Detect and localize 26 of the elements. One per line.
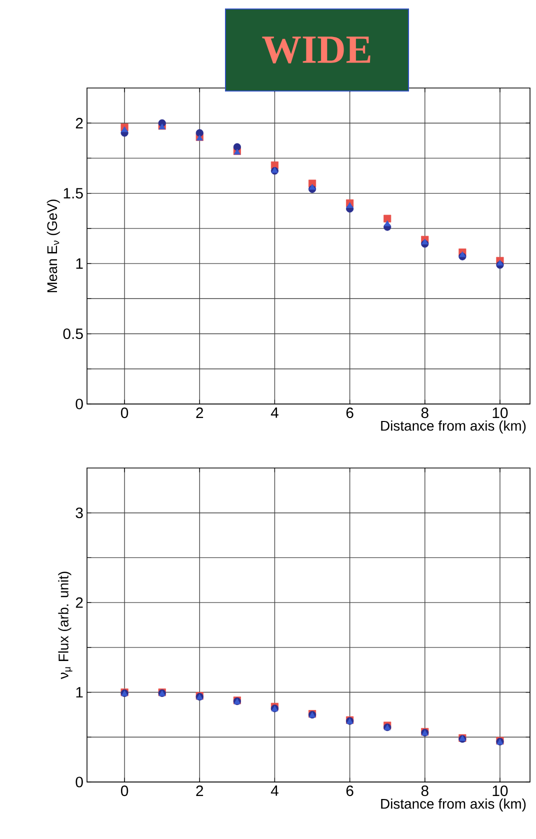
x-tick-label: 8 xyxy=(421,786,428,796)
y-tick-label: 0 xyxy=(76,776,83,788)
y-tick-label: 1 xyxy=(76,258,83,269)
x-tick-label: 0 xyxy=(120,786,128,796)
y-tick-label: 3 xyxy=(76,508,83,518)
x-axis-title: Distance from axis (km) xyxy=(381,420,526,434)
y-axis-title: Mean E$_{ν}$ (GeV) xyxy=(46,200,60,292)
y-tick-label: 1 xyxy=(76,687,83,698)
x-tick-label: 10 xyxy=(492,408,508,418)
x-tick-label: 8 xyxy=(421,408,428,418)
y-tick-label: 1.5 xyxy=(64,188,83,199)
y-tick-label: 0.5 xyxy=(63,328,83,340)
x-tick-label: 0 xyxy=(120,408,128,418)
x-tick-label: 2 xyxy=(196,408,204,418)
x-tick-label: 6 xyxy=(346,786,354,796)
x-tick-label: 2 xyxy=(196,786,204,796)
y-tick-label: 2 xyxy=(76,597,83,608)
x-tick-label: 4 xyxy=(270,786,278,796)
text: WIDE xyxy=(262,36,370,64)
x-tick-label: 4 xyxy=(270,408,278,418)
x-axis-title: Distance from axis (km) xyxy=(381,798,526,812)
x-tick-label: 10 xyxy=(492,786,508,796)
y-tick-label: 0 xyxy=(76,398,83,410)
y-tick-label: 2 xyxy=(76,118,83,128)
x-tick-label: 6 xyxy=(346,408,354,418)
y-axis-title: ν$_{μ}$ Flux (arb. unit) xyxy=(58,572,72,680)
